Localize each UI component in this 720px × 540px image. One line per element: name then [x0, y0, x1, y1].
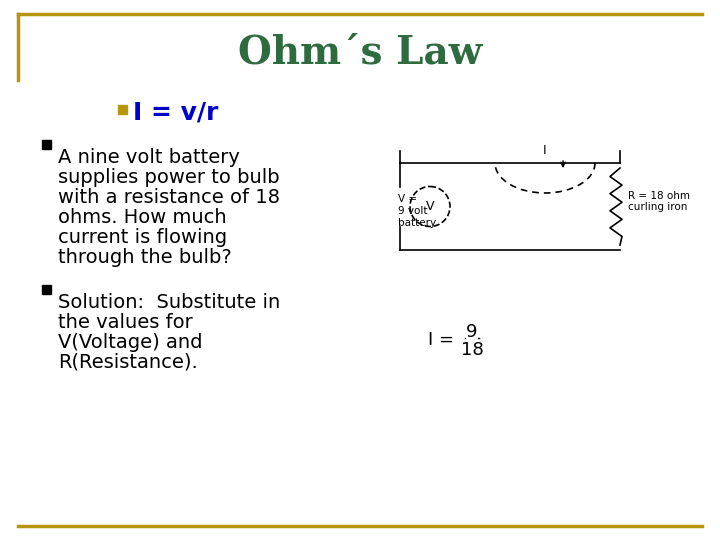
Text: 9: 9: [467, 323, 478, 341]
Text: supplies power to bulb: supplies power to bulb: [58, 168, 279, 187]
Text: Solution:  Substitute in: Solution: Substitute in: [58, 293, 280, 312]
Text: current is flowing: current is flowing: [58, 228, 227, 247]
Text: with a resistance of 18: with a resistance of 18: [58, 188, 280, 207]
Bar: [118, 105, 127, 114]
Text: the values for: the values for: [58, 313, 193, 332]
Text: ohms. How much: ohms. How much: [58, 208, 227, 227]
Text: through the bulb?: through the bulb?: [58, 248, 232, 267]
Text: V: V: [426, 200, 434, 213]
Bar: [42, 140, 51, 149]
Text: V(Voltage) and: V(Voltage) and: [58, 333, 202, 352]
Text: I = v/r: I = v/r: [133, 101, 218, 125]
Text: I: I: [543, 145, 546, 158]
Bar: [42, 285, 51, 294]
Text: R = 18 ohm
curling iron: R = 18 ohm curling iron: [628, 191, 690, 212]
Text: I =: I =: [428, 331, 460, 349]
Text: R(Resistance).: R(Resistance).: [58, 353, 198, 372]
Text: 18: 18: [461, 341, 483, 359]
Text: A nine volt battery: A nine volt battery: [58, 148, 240, 167]
Text: Ohm´s Law: Ohm´s Law: [238, 33, 482, 71]
Text: V =
9 volt
battery: V = 9 volt battery: [398, 194, 436, 228]
